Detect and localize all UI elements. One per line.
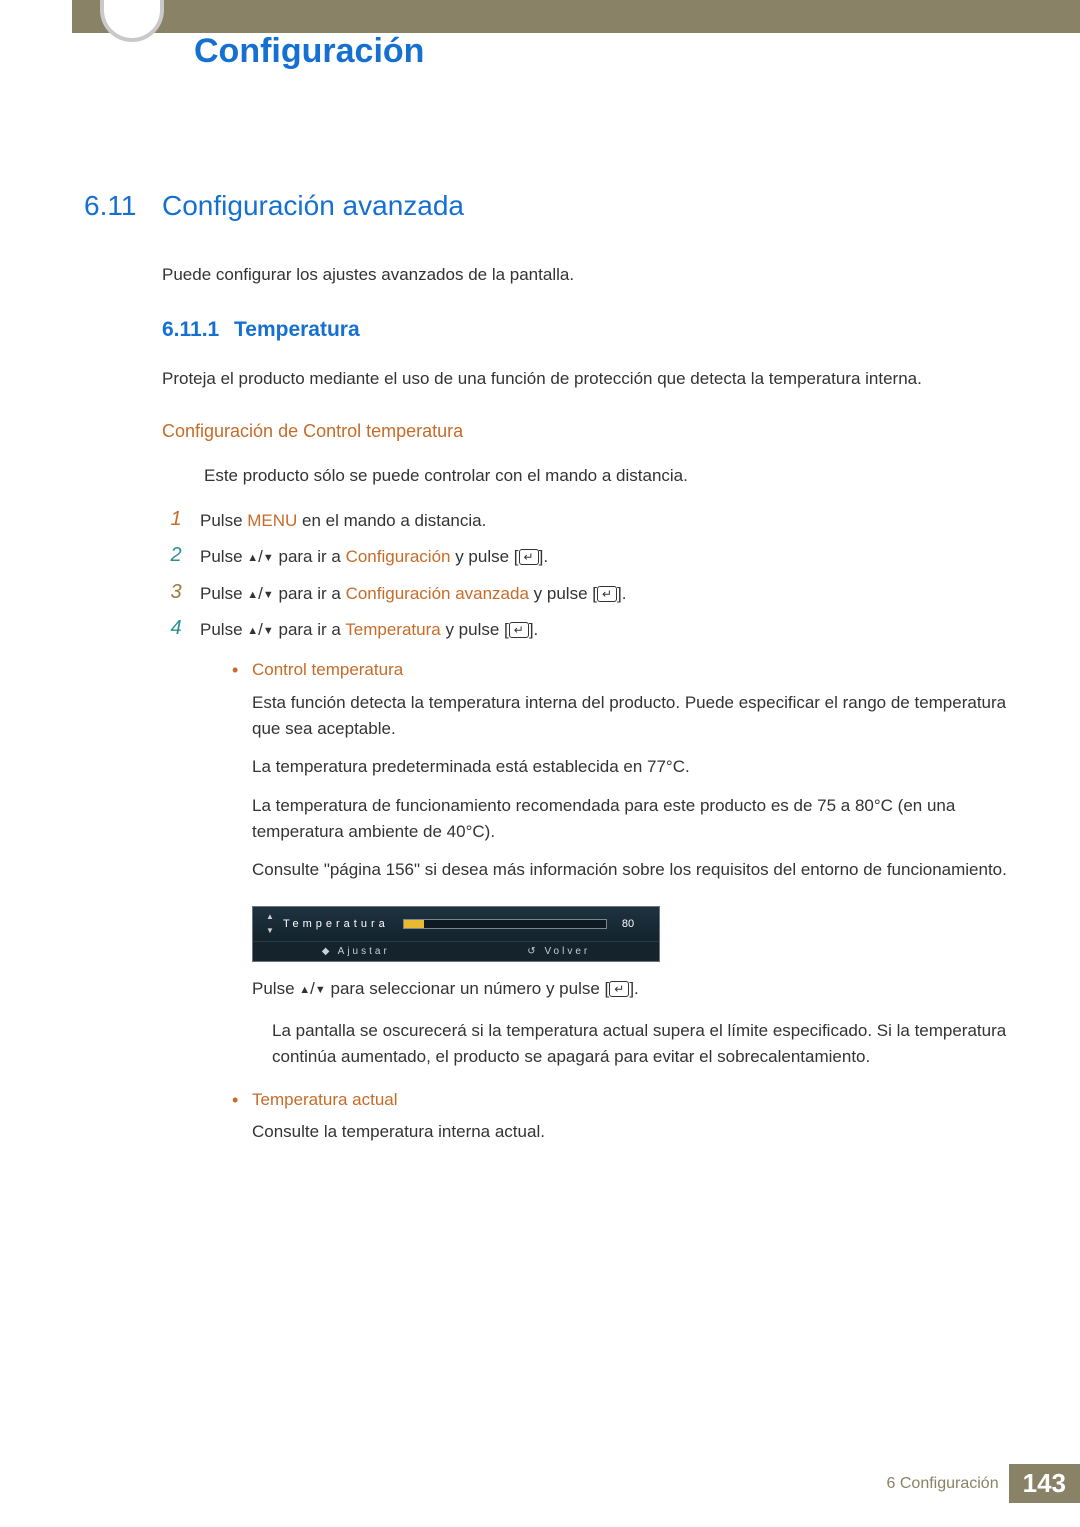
osd-bar-track [403,919,607,929]
step-3-kw: Configuración avanzada [346,584,529,603]
step-2-pre: Pulse [200,547,247,566]
enter-icon: ↵ [509,622,529,638]
chapter-title: Configuración [194,32,424,71]
osd-label: Temperatura [283,918,403,930]
up-triangle-icon: ▲ [247,587,258,604]
bullet-1-title: Control temperatura [252,657,1010,683]
osd-main-row: ▲ ▼ Temperatura 80 [253,907,659,941]
step-2-kw: Configuración [346,547,451,566]
osd-adjust-label: ◆ Ajustar [322,946,390,957]
bullet-actual-temp: • Temperatura actual Consulte la tempera… [232,1087,1010,1158]
step-3-body: Pulse ▲/▼ para ir a Configuración avanza… [190,581,1010,607]
enter-icon: ↵ [597,586,617,602]
overheat-warning: La pantalla se oscurecerá si la temperat… [272,1018,1010,1071]
after-osd-pre: Pulse [252,979,299,998]
step-3-post: y pulse [ [529,584,597,603]
section-heading: 6.11 Configuración avanzada [84,190,1010,222]
step-3-mid: para ir a [274,584,346,603]
step-4-post2: ]. [529,620,538,639]
step-1-number: 1 [162,508,190,531]
osd-value: 80 [607,918,649,930]
sub2-title: Configuración de Control temperatura [162,421,1010,442]
down-triangle-icon: ▼ [315,982,326,999]
bullet-1-p2: La temperatura predeterminada está estab… [252,754,1010,780]
step-2-mid: para ir a [274,547,346,566]
step-2-post2: ]. [539,547,548,566]
osd-return-label: ↺ Volver [527,946,590,957]
after-osd-post: para seleccionar un número y pulse [ [326,979,610,998]
bullet-2-body: Temperatura actual Consulte la temperatu… [252,1087,1010,1158]
bullet-control-temp: • Control temperatura Esta función detec… [232,657,1010,895]
page-content: 6.11 Configuración avanzada Puede config… [84,190,1010,1166]
up-triangle-icon: ▲ [266,913,274,921]
subsection-intro: Proteja el producto mediante el uso de u… [162,366,1010,392]
bullet-1-p3: La temperatura de funcionamiento recomen… [252,793,1010,846]
bullet-1-p1: Esta función detecta la temperatura inte… [252,690,1010,743]
step-4-mid: para ir a [274,620,346,639]
chapter-badge [100,0,164,42]
step-1-kw: MENU [247,511,297,530]
section-title: Configuración avanzada [162,190,464,222]
down-triangle-icon: ▼ [263,550,274,567]
osd-bar-fill [404,920,424,928]
down-triangle-icon: ▼ [263,623,274,640]
bullet-dot-icon: • [232,657,252,895]
after-osd-post2: ]. [629,979,638,998]
up-triangle-icon: ▲ [247,550,258,567]
section-number: 6.11 [84,190,162,222]
osd-left-action: Ajustar [338,946,390,957]
remote-note: Este producto sólo se puede controlar co… [204,466,1010,486]
step-4-pre: Pulse [200,620,247,639]
enter-icon: ↵ [609,981,629,997]
step-4-post: y pulse [ [441,620,509,639]
osd-arrows: ▲ ▼ [263,913,277,935]
bullet-2-title: Temperatura actual [252,1087,1010,1113]
step-3-post2: ]. [617,584,626,603]
subsection-number: 6.11.1 [162,318,234,342]
step-1-post: en el mando a distancia. [297,511,486,530]
bullet-2-p1: Consulte la temperatura interna actual. [252,1119,1010,1145]
footer-page-number: 143 [1009,1464,1080,1503]
bullet-1-body: Control temperatura Esta función detecta… [252,657,1010,895]
step-3: 3 Pulse ▲/▼ para ir a Configuración avan… [162,581,1010,607]
step-2-body: Pulse ▲/▼ para ir a Configuración y puls… [190,544,1010,570]
step-2-number: 2 [162,544,190,567]
step-1-pre: Pulse [200,511,247,530]
after-osd-line: Pulse ▲/▼ para seleccionar un número y p… [252,976,1010,1002]
subsection-title: Temperatura [234,318,360,342]
down-triangle-icon: ▼ [263,587,274,604]
bullet-dot-icon: • [232,1087,252,1158]
footer-chapter-label: 6 Configuración [887,1475,999,1493]
header-bar [84,0,1080,33]
bullet-1-p4: Consulte "página 156" si desea más infor… [252,857,1010,883]
subsection-heading: 6.11.1 Temperatura [162,318,1010,342]
osd-temperature-panel: ▲ ▼ Temperatura 80 ◆ Ajustar ↺ Volver [252,906,660,962]
section-intro: Puede configurar los ajustes avanzados d… [162,262,1010,288]
page-footer: 6 Configuración 143 [887,1464,1080,1503]
left-margin-stripe [72,0,84,33]
step-4: 4 Pulse ▲/▼ para ir a Temperatura y puls… [162,617,1010,643]
step-2: 2 Pulse ▲/▼ para ir a Configuración y pu… [162,544,1010,570]
osd-right-action: Volver [544,946,590,957]
step-4-kw: Temperatura [345,620,440,639]
step-3-number: 3 [162,581,190,604]
osd-footer: ◆ Ajustar ↺ Volver [253,941,659,961]
step-3-pre: Pulse [200,584,247,603]
step-4-body: Pulse ▲/▼ para ir a Temperatura y pulse … [190,617,1010,643]
up-triangle-icon: ▲ [247,623,258,640]
enter-icon: ↵ [519,549,539,565]
step-2-post: y pulse [ [450,547,518,566]
up-triangle-icon: ▲ [299,982,310,999]
step-4-number: 4 [162,617,190,640]
step-1: 1 Pulse MENU en el mando a distancia. [162,508,1010,534]
down-triangle-icon: ▼ [266,927,274,935]
step-1-body: Pulse MENU en el mando a distancia. [190,508,1010,534]
